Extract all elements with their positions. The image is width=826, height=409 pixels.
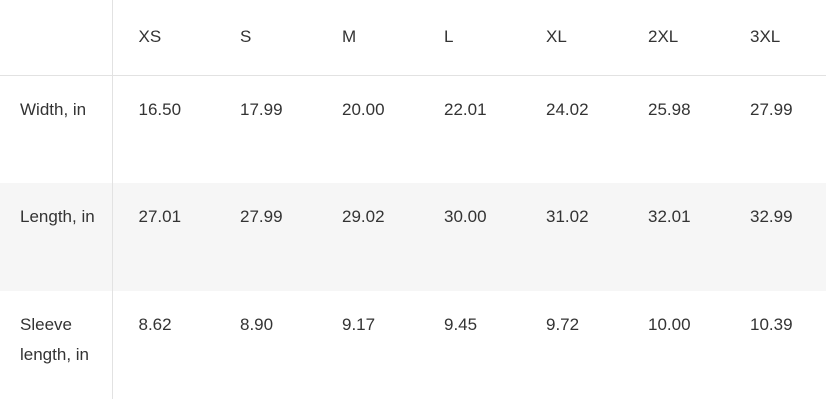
size-header: 2XL xyxy=(622,0,724,76)
measurement-cell: 17.99 xyxy=(240,99,283,119)
measurement-cell: 9.17 xyxy=(342,315,376,334)
measurement-cell: 10.00 xyxy=(648,315,691,334)
table-row: Width, in 16.50 17.99 20.00 22.01 24.02 25.98 2… xyxy=(0,75,826,183)
measurement-cell: 27.99 xyxy=(214,183,316,291)
row-label: Width, in xyxy=(0,75,113,183)
size-header: S xyxy=(214,0,316,76)
measurement-cell: 31.02 xyxy=(520,183,622,291)
corner-cell xyxy=(0,0,113,76)
measurement-cell: 9.45 xyxy=(444,315,478,334)
measurement-cell: 25.98 xyxy=(648,99,691,119)
row-label: Sleeve length, in xyxy=(0,291,113,399)
size-header: 3XL xyxy=(724,0,826,76)
table-row: Sleeve length, in 8.62 8.90 9.17 9.45 9.72 10.… xyxy=(0,291,826,399)
measurement-cell: 32.99 xyxy=(724,183,826,291)
measurement-cell: 30.00 xyxy=(418,183,520,291)
measurement-cell: 8.62 xyxy=(138,315,172,334)
size-header: XS xyxy=(112,0,214,76)
measurement-cell: 10.39 xyxy=(750,315,793,334)
size-header: L xyxy=(418,0,520,76)
measurement-cell: 29.02 xyxy=(316,183,418,291)
size-header: XL xyxy=(520,0,622,76)
size-header: M xyxy=(316,0,418,76)
measurement-cell: 16.50 xyxy=(138,99,182,119)
measurement-cell: 27.99 xyxy=(750,99,793,119)
measurement-cell: 9.72 xyxy=(546,315,580,334)
measurement-cell: 32.01 xyxy=(622,183,724,291)
row-label: Length, in xyxy=(0,183,113,291)
measurement-cell: 24.02 xyxy=(546,99,589,119)
measurement-cell: 27.01 xyxy=(112,183,214,291)
table-row: Length, in 27.01 27.99 29.02 30.00 31.02 32.01… xyxy=(0,183,826,291)
measurement-cell: 20.00 xyxy=(342,99,385,119)
size-chart-table: XS S M L XL 2XL 3XL Width, in 16.50 17.99 2… xyxy=(0,0,826,399)
measurement-cell: 8.90 xyxy=(240,315,274,334)
header-row: XS S M L XL 2XL 3XL xyxy=(0,0,826,76)
measurement-cell: 22.01 xyxy=(444,99,487,119)
